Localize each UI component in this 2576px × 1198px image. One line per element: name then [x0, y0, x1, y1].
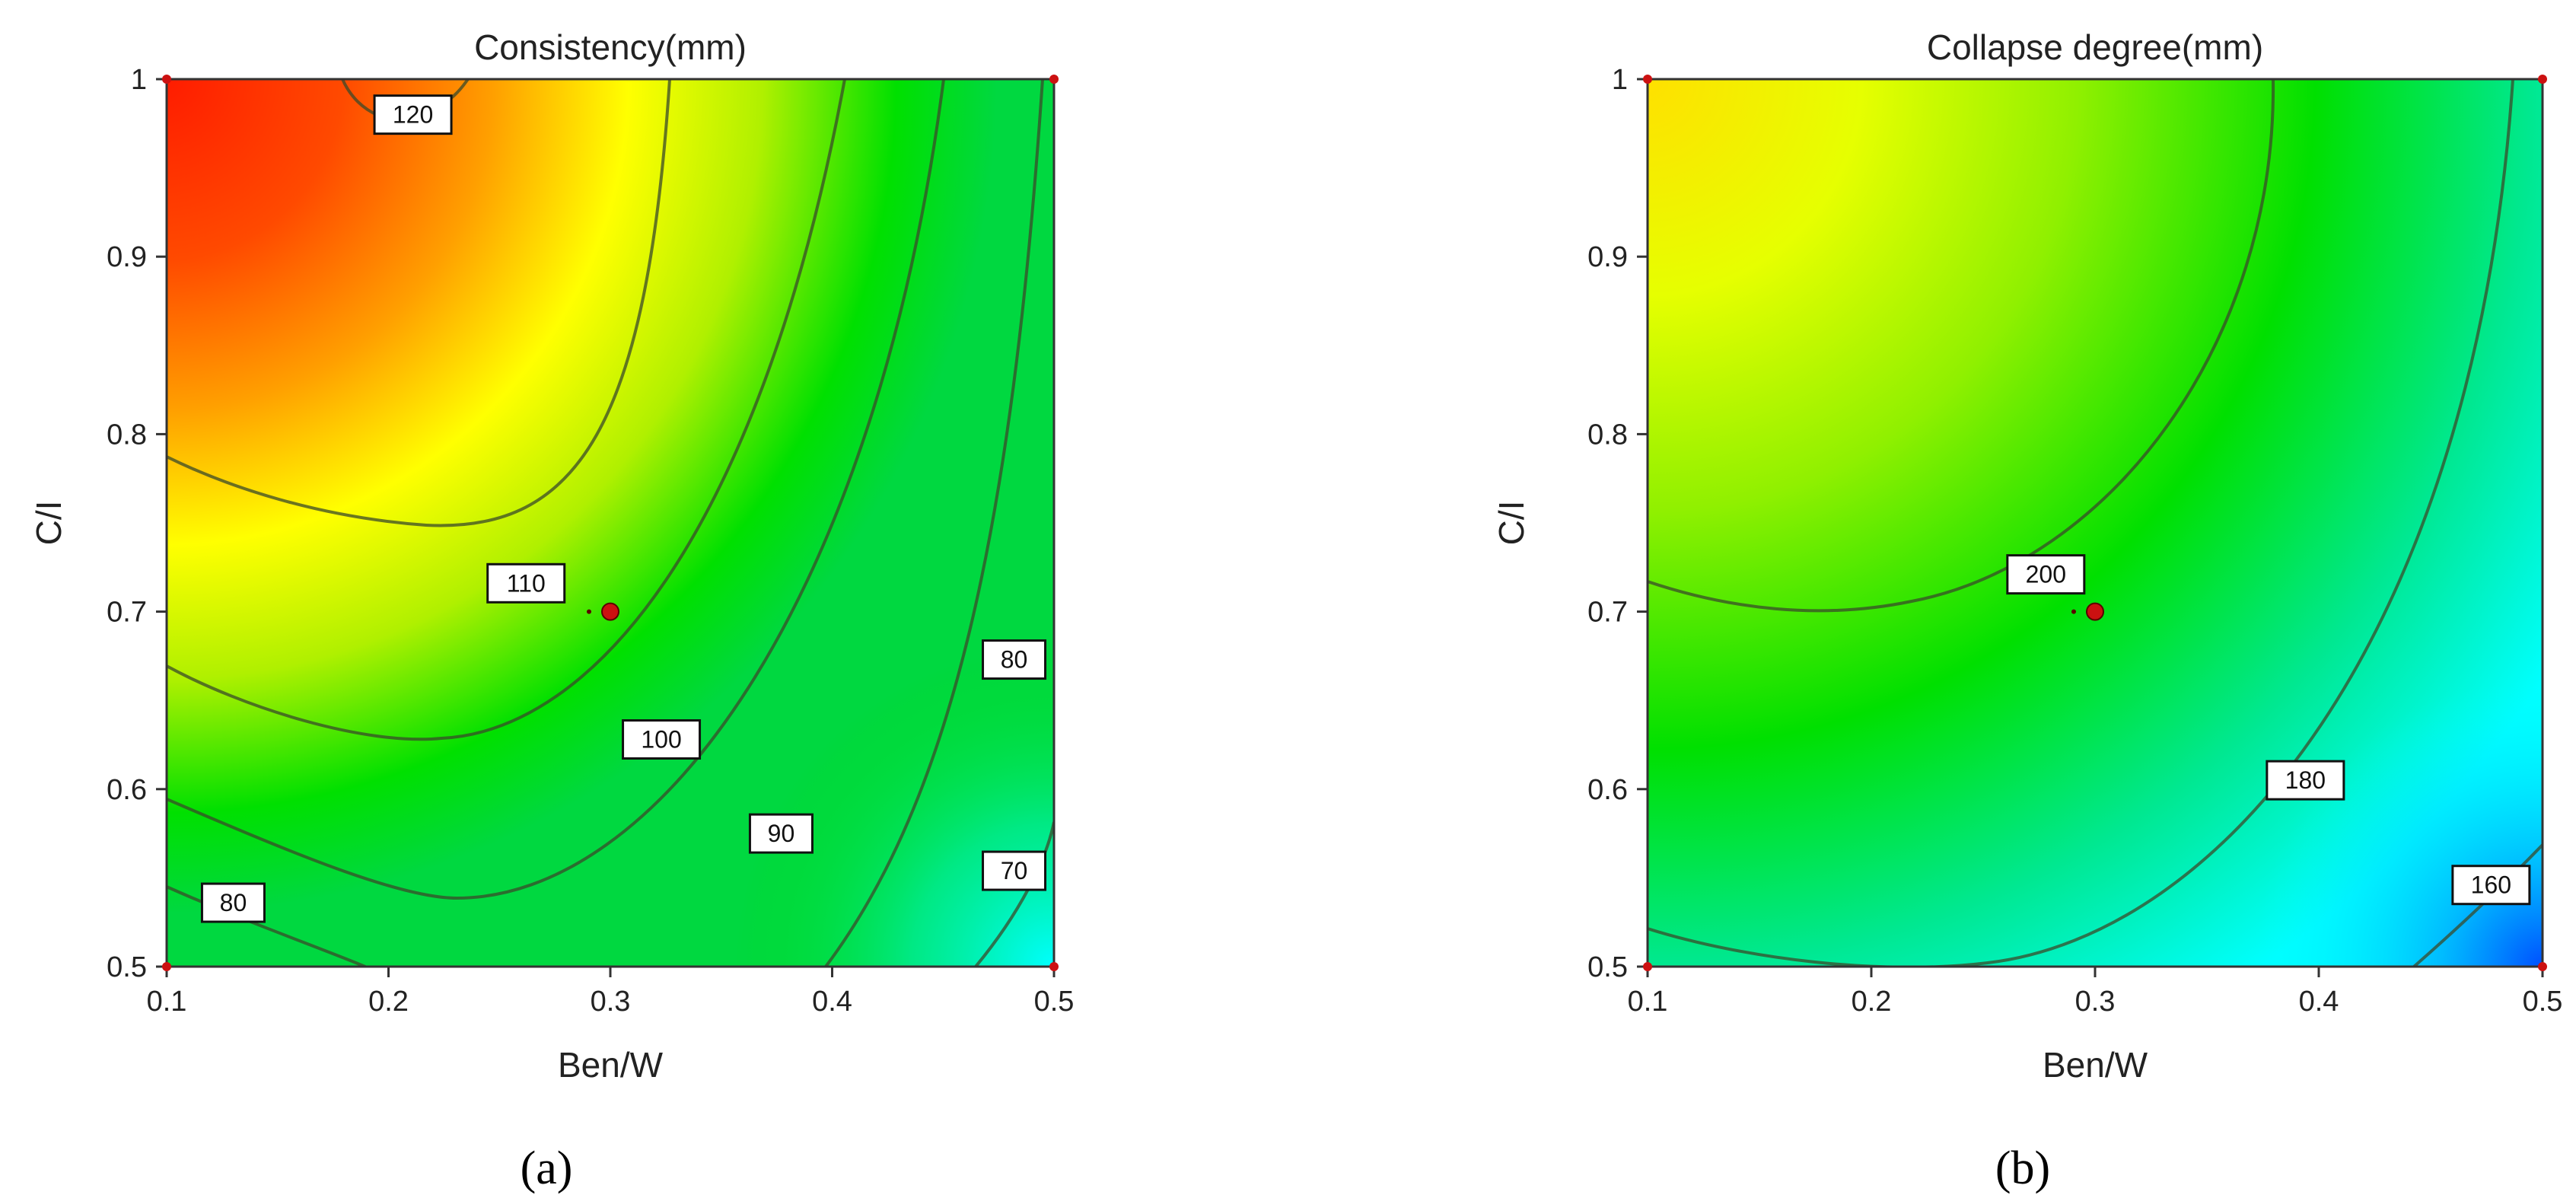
design-point-tick: [587, 609, 591, 614]
chart-title: Consistency(mm): [474, 27, 747, 67]
x-tick-label: 0.1: [1628, 986, 1668, 1018]
contour-label-box: [2451, 865, 2531, 906]
panel-b-collapse-degree: 0.1 0.2 0.3 0.4 0.5 0.5 0.6 0.7 0.8 0.9 1 200 180 160…: [1492, 27, 2562, 1194]
x-tick-label: 0.1: [147, 986, 187, 1018]
contour-label-text: 110: [507, 569, 546, 597]
contour-label-box: [982, 639, 1047, 680]
y-tick-label: 0.6: [107, 774, 147, 806]
design-point-tick: [2071, 609, 2076, 614]
y-tick-label: 0.9: [1587, 241, 1628, 273]
y-tick-label: 0.9: [107, 241, 147, 273]
contour-label-text: 100: [641, 726, 681, 754]
contour-label-box: [2266, 760, 2345, 801]
contour-label-text: 160: [2471, 871, 2511, 899]
contour-label-text: 120: [393, 101, 433, 129]
x-tick-label: 0.5: [2523, 986, 2563, 1018]
contour-label: 90: [748, 813, 814, 854]
contour-label: 70: [982, 850, 1047, 891]
chart-title: Collapse degree(mm): [1927, 27, 2263, 67]
y-tick-label: 0.5: [107, 951, 147, 983]
contour-label: 160: [2451, 865, 2531, 906]
corner-point: [162, 962, 171, 971]
y-tick-label: 1: [131, 64, 147, 96]
y-tick-label: 0.6: [1587, 774, 1628, 806]
y-tick-label: 0.8: [1587, 419, 1628, 451]
chart-marks: 0.1 0.2 0.3 0.4 0.5 0.5 0.6 0.7 0.8 0.9 1 120 110 100…: [107, 64, 1074, 1018]
panel-a-consistency: 0.1 0.2 0.3 0.4 0.5 0.5 0.6 0.7 0.8 0.9 1 120 110 100…: [29, 27, 1074, 1194]
contour-label: 180: [2266, 760, 2345, 801]
x-tick-label: 0.2: [1852, 986, 1892, 1018]
corner-point: [1049, 962, 1059, 971]
y-axis-label: C/I: [1492, 501, 1531, 546]
contour-label-text: 180: [2285, 766, 2326, 794]
contour-label-box: [622, 719, 702, 760]
y-tick-label: 1: [1612, 64, 1628, 96]
x-tick-label: 0.4: [812, 986, 852, 1018]
y-axis-label: C/I: [29, 501, 68, 546]
y-tick-label: 0.8: [107, 419, 147, 451]
contour-label-box: [982, 850, 1047, 891]
contour-label: 120: [373, 94, 453, 135]
contour-label-text: 70: [1001, 857, 1028, 884]
x-tick-label: 0.2: [368, 986, 409, 1018]
panel-letter-a: (a): [521, 1142, 573, 1194]
corner-point: [1643, 962, 1652, 971]
y-tick-label: 0.7: [1587, 597, 1628, 629]
chart-marks: 0.1 0.2 0.3 0.4 0.5 0.5 0.6 0.7 0.8 0.9 1 200 180 160: [1587, 64, 2562, 1018]
contour-label-text: 200: [2026, 561, 2066, 588]
contour-label-box: [200, 882, 266, 923]
contour-label: 80: [200, 882, 266, 923]
x-tick-label: 0.5: [1034, 986, 1075, 1018]
contour-label-box: [486, 562, 566, 604]
x-axis-label: Ben/W: [558, 1045, 664, 1085]
y-tick-label: 0.7: [107, 597, 147, 629]
contour-label-text: 80: [1001, 646, 1028, 674]
corner-point: [2538, 75, 2547, 84]
contour-label: 80: [982, 639, 1047, 680]
corner-point: [162, 75, 171, 84]
contour-label-text: 80: [220, 889, 247, 916]
corner-point: [2538, 962, 2547, 971]
contour-label: 200: [2006, 554, 2086, 595]
contour-label-box: [373, 94, 453, 135]
corner-point: [1049, 75, 1059, 84]
surface-fill-low: [1648, 79, 2543, 967]
surface-fill-low: [167, 79, 1054, 967]
panel-letter-b: (b): [1995, 1142, 2050, 1194]
design-point: [2086, 602, 2104, 621]
contour-label: 110: [486, 562, 566, 604]
y-tick-label: 0.5: [1587, 951, 1628, 983]
contour-label-text: 90: [768, 820, 795, 847]
x-tick-label: 0.3: [591, 986, 631, 1018]
design-point: [601, 602, 619, 621]
contour-label-box: [748, 813, 814, 854]
corner-point: [1643, 75, 1652, 84]
x-tick-label: 0.3: [2075, 986, 2116, 1018]
x-axis-label: Ben/W: [2043, 1045, 2148, 1085]
x-tick-label: 0.4: [2299, 986, 2339, 1018]
contour-label-box: [2006, 554, 2086, 595]
contour-label: 100: [622, 719, 702, 760]
